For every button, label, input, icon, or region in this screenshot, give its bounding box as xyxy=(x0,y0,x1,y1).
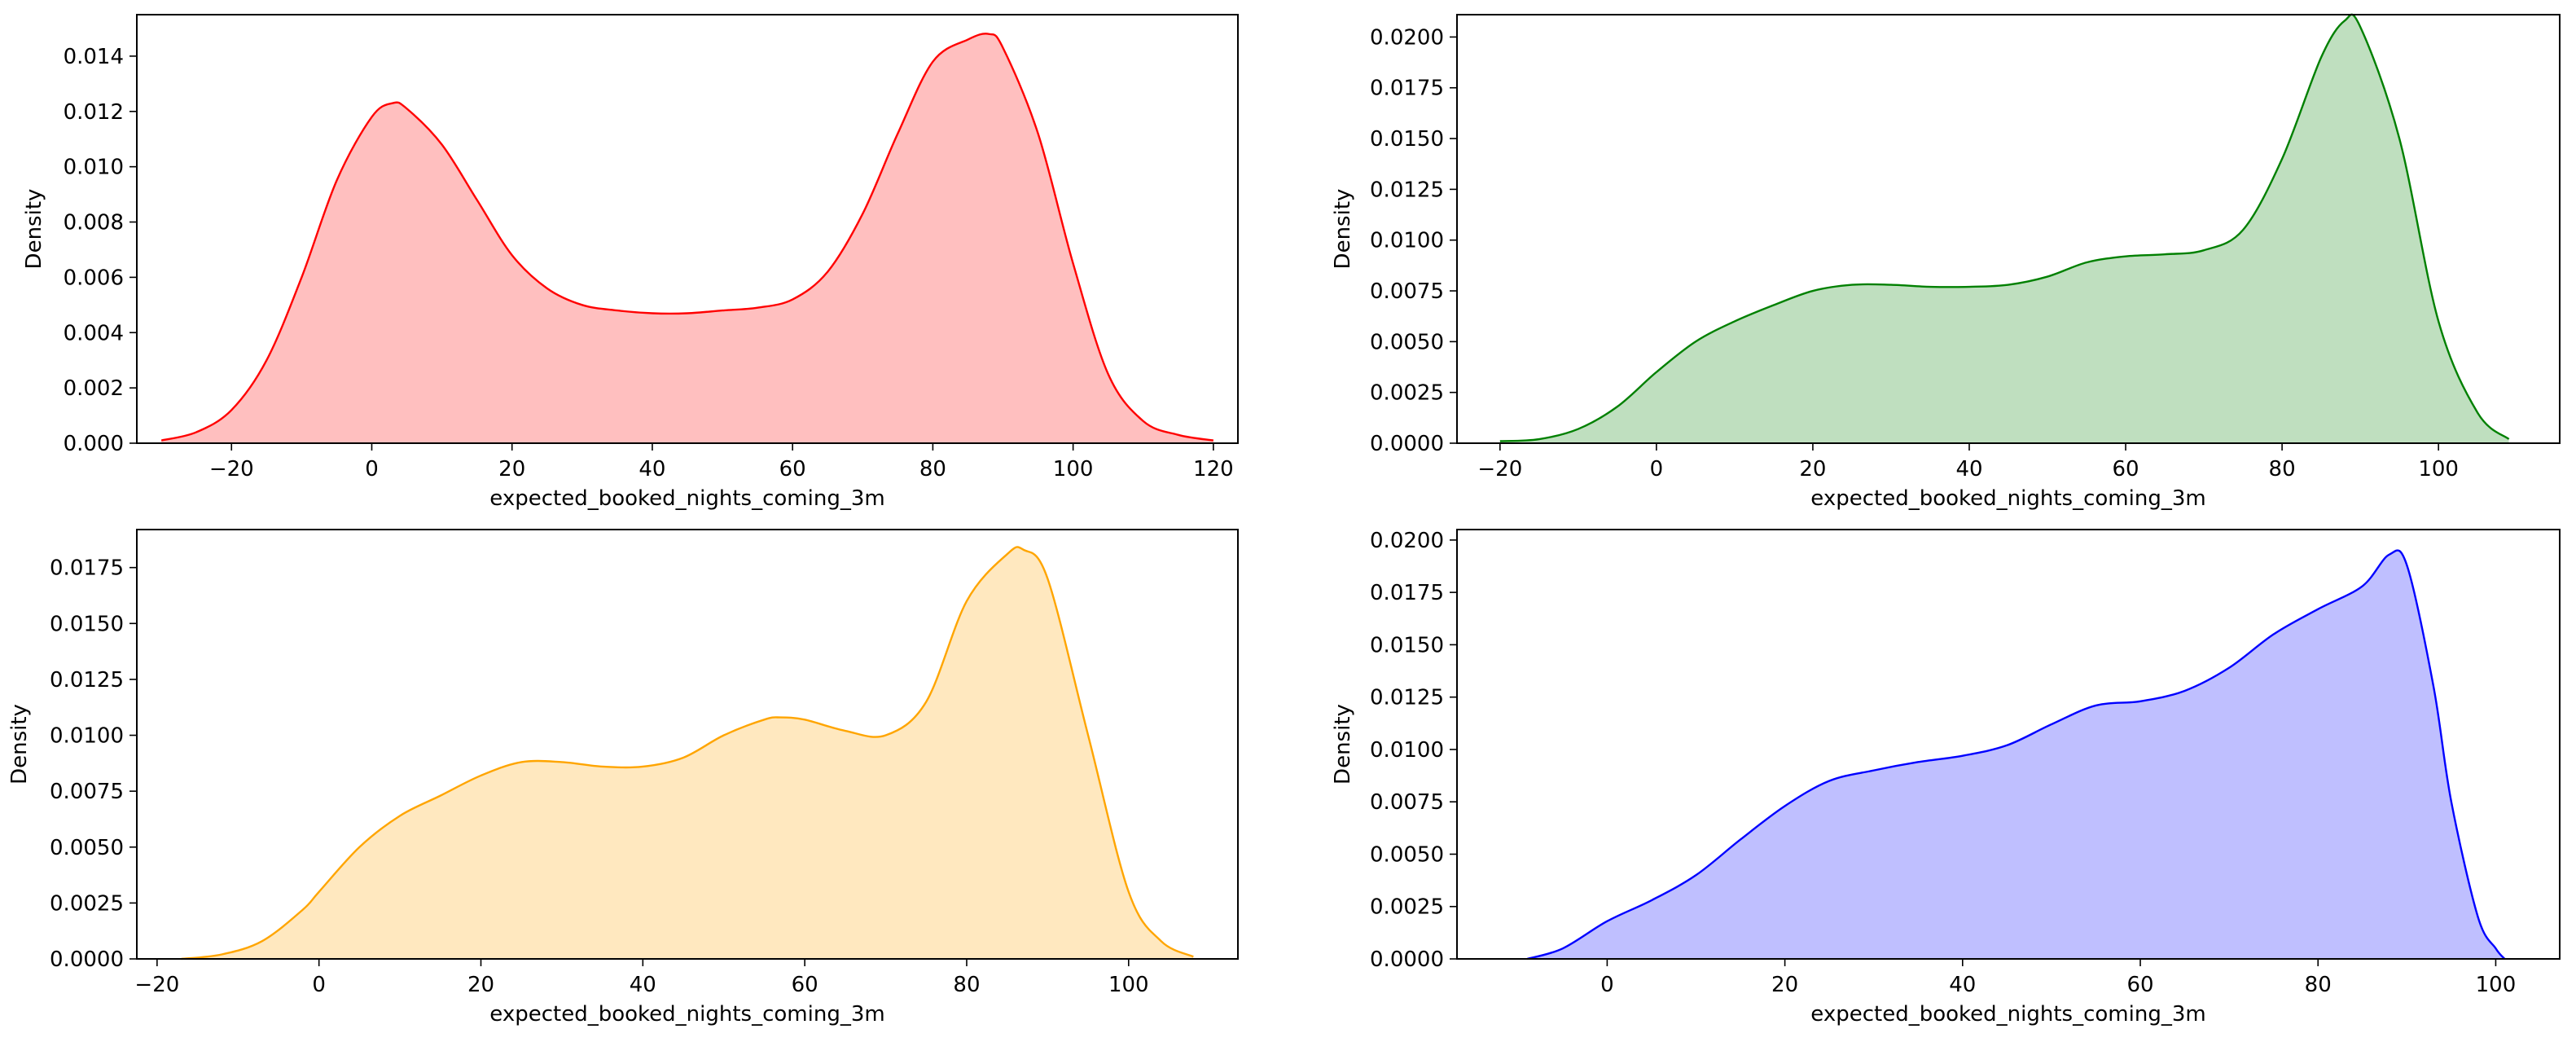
x-tick-label: 100 xyxy=(1108,973,1149,997)
x-tick-label: 40 xyxy=(639,457,665,481)
density-area-fill xyxy=(1499,14,2509,444)
x-tick-label: −20 xyxy=(134,973,179,997)
plot-frame xyxy=(1456,529,2561,960)
x-tick-label: 0 xyxy=(312,973,326,997)
x-tick-label: 80 xyxy=(2269,457,2296,481)
y-tick-label: 0.0075 xyxy=(1370,790,1444,815)
x-tick-label: 120 xyxy=(1193,457,1234,481)
density-curve xyxy=(1499,13,2510,442)
x-tick-label: 60 xyxy=(792,973,818,997)
x-tick-label: 100 xyxy=(1053,457,1094,481)
y-axis-label: Density xyxy=(1331,189,1355,270)
y-tick-label: 0.0050 xyxy=(1370,330,1444,354)
y-tick-label: 0.0025 xyxy=(1370,895,1444,920)
x-tick-label: 0 xyxy=(1650,457,1664,481)
density-area-fill xyxy=(161,33,1213,444)
x-axis-label: expected_booked_nights_coming_3m xyxy=(1810,1002,2205,1027)
plot-frame xyxy=(136,529,1239,960)
x-tick-label: 100 xyxy=(2418,457,2459,481)
y-tick-label: 0.0100 xyxy=(1370,229,1444,253)
x-tick-label: −20 xyxy=(1477,457,1522,481)
y-tick-label: 0.0075 xyxy=(50,780,124,804)
x-tick-label: 80 xyxy=(2305,973,2332,997)
density-plot-top-left: −20 0 20 40 60 80 100 120 0.000 0.002 0.004 0.006 0… xyxy=(22,14,1239,511)
x-tick-label: 60 xyxy=(2126,973,2153,997)
y-tick-label: 0.004 xyxy=(64,321,124,345)
y-tick-label: 0.002 xyxy=(64,376,124,401)
density-plot-bottom-left: −20 0 20 40 60 80 100 0.0000 0.0025 0.0050 0.0075… xyxy=(7,529,1239,1027)
x-axis-label: expected_booked_nights_coming_3m xyxy=(1810,486,2205,511)
x-tick-label: 20 xyxy=(467,973,494,997)
density-area-fill xyxy=(1527,550,2505,959)
x-axis-label: expected_booked_nights_coming_3m xyxy=(489,486,884,511)
y-tick-label: 0.0025 xyxy=(50,891,124,916)
x-tick-label: 40 xyxy=(1949,973,1976,997)
y-tick-label: 0.0125 xyxy=(50,668,124,692)
y-axis-label: Density xyxy=(1331,704,1355,785)
y-tick-label: 0.0025 xyxy=(1370,381,1444,406)
x-tick-label: 0 xyxy=(365,457,379,481)
y-tick-label: 0.0000 xyxy=(1370,947,1444,972)
x-tick-label: 60 xyxy=(779,457,806,481)
y-tick-label: 0.012 xyxy=(64,100,124,125)
y-tick-label: 0.0125 xyxy=(1370,686,1444,710)
y-tick-label: 0.0150 xyxy=(1370,127,1444,152)
y-axis-label: Density xyxy=(22,189,46,270)
density-plot-bottom-right: 0 20 40 60 80 100 0.0000 0.0025 0.0050 0.0075 0.0… xyxy=(1331,529,2561,1027)
x-tick-label: 100 xyxy=(2476,973,2517,997)
x-tick-label: 80 xyxy=(953,973,980,997)
x-tick-label: 80 xyxy=(919,457,946,481)
y-tick-label: 0.0175 xyxy=(50,556,124,581)
y-tick-label: 0.0175 xyxy=(1370,581,1444,605)
x-tick-label: 40 xyxy=(630,973,656,997)
x-tick-label: 0 xyxy=(1600,973,1614,997)
x-tick-label: 40 xyxy=(1955,457,1982,481)
y-tick-label: 0.0100 xyxy=(50,724,124,749)
x-tick-label: 20 xyxy=(1799,457,1826,481)
y-tick-label: 0.0100 xyxy=(1370,738,1444,763)
plot-frame xyxy=(1456,14,2561,444)
y-tick-label: 0.006 xyxy=(64,266,124,290)
density-curve xyxy=(160,33,1214,442)
y-tick-label: 0.0150 xyxy=(50,612,124,636)
y-tick-label: 0.010 xyxy=(64,156,124,180)
x-tick-label: 20 xyxy=(1771,973,1798,997)
x-tick-label: 20 xyxy=(498,457,525,481)
y-tick-label: 0.0200 xyxy=(1370,25,1444,50)
y-tick-label: 0.014 xyxy=(64,45,124,69)
y-tick-label: 0.0125 xyxy=(1370,178,1444,202)
y-tick-label: 0.0175 xyxy=(1370,77,1444,101)
density-curve xyxy=(181,546,1194,961)
y-tick-label: 0.0000 xyxy=(50,947,124,972)
y-tick-label: 0.0150 xyxy=(1370,633,1444,657)
y-tick-label: 0.0200 xyxy=(1370,529,1444,553)
y-tick-label: 0.000 xyxy=(64,432,124,456)
y-tick-label: 0.0000 xyxy=(1370,432,1444,456)
x-tick-label: 60 xyxy=(2112,457,2139,481)
density-plot-top-right: −20 0 20 40 60 80 100 0.0000 0.0025 0.0050 0.0075… xyxy=(1331,13,2561,511)
y-axis-label: Density xyxy=(7,704,32,785)
density-curve xyxy=(1526,549,2506,961)
y-tick-label: 0.0050 xyxy=(50,836,124,860)
x-tick-label: −20 xyxy=(209,457,254,481)
y-tick-label: 0.0050 xyxy=(1370,842,1444,867)
y-tick-label: 0.008 xyxy=(64,211,124,235)
x-axis-label: expected_booked_nights_coming_3m xyxy=(489,1002,884,1027)
y-tick-label: 0.0075 xyxy=(1370,279,1444,304)
density-area-fill xyxy=(181,547,1194,959)
plot-frame xyxy=(136,14,1239,444)
